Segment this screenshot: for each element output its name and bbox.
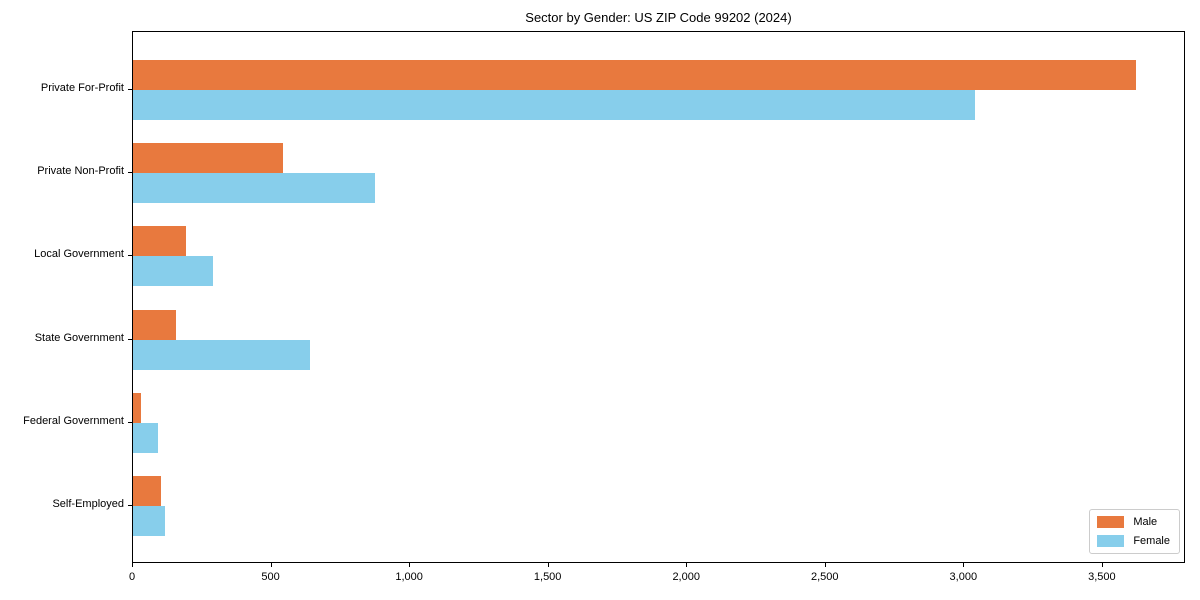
bar-female-private-non-profit [133,173,376,204]
legend-item-male: Male [1097,516,1170,528]
bar-male-private-non-profit [133,143,283,174]
bar-female-federal-government [133,422,158,453]
legend: Male Female [1089,509,1180,554]
y-axis-label-self-employed: Self-Employed [52,498,124,510]
bar-male-state-government [133,309,176,340]
x-tick-label: 2,000 [672,571,700,583]
y-axis-label-private-for-profit: Private For-Profit [40,82,124,94]
y-axis-label-private-non-profit: Private Non-Profit [37,165,124,178]
x-tick [270,563,272,567]
x-tick [132,563,133,567]
y-tick [128,255,132,257]
x-tick [824,563,826,567]
bar-female-self-employed [133,506,165,536]
y-tick [128,421,132,423]
bar-male-private-for-profit [133,60,1137,90]
x-tick-label: 3,000 [949,571,978,583]
y-axis-label-local-government: Local Government [34,248,124,261]
y-tick [128,172,132,174]
x-tick [409,563,411,567]
y-axis-label-federal-government: Federal Government [23,414,124,427]
x-tick-label: 1,000 [395,571,423,583]
x-tick-label: 1,500 [533,571,562,583]
bar-female-private-for-profit [133,90,976,120]
y-tick [128,89,132,90]
x-tick-label: 3,500 [1088,571,1116,583]
legend-label-male: Male [1133,516,1158,528]
bar-female-local-government [133,256,214,287]
x-tick-label: 2,500 [810,571,839,583]
x-tick-label: 0 [128,571,136,583]
bar-female-state-government [133,339,311,370]
bar-male-local-government [133,226,186,257]
plot-area: Male Female [132,31,1185,563]
bar-male-federal-government [133,392,142,423]
legend-swatch-male [1097,516,1125,528]
bar-male-self-employed [133,476,161,506]
y-axis-label-state-government: State Government [34,331,124,344]
chart-title: Sector by Gender: US ZIP Code 99202 (202… [525,10,792,25]
legend-swatch-female [1097,535,1125,547]
x-tick [547,563,549,567]
y-tick [128,505,132,506]
legend-label-female: Female [1133,535,1170,547]
x-tick [1101,563,1103,567]
x-tick [963,563,965,567]
x-tick-label: 500 [261,571,280,583]
legend-item-female: Female [1097,535,1170,547]
x-tick [686,563,688,567]
y-tick [128,338,132,340]
